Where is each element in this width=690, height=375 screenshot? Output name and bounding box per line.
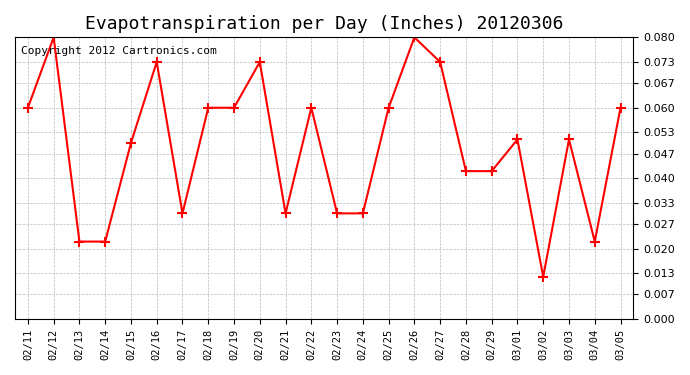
Text: Copyright 2012 Cartronics.com: Copyright 2012 Cartronics.com [21,46,217,56]
Title: Evapotranspiration per Day (Inches) 20120306: Evapotranspiration per Day (Inches) 2012… [85,15,564,33]
